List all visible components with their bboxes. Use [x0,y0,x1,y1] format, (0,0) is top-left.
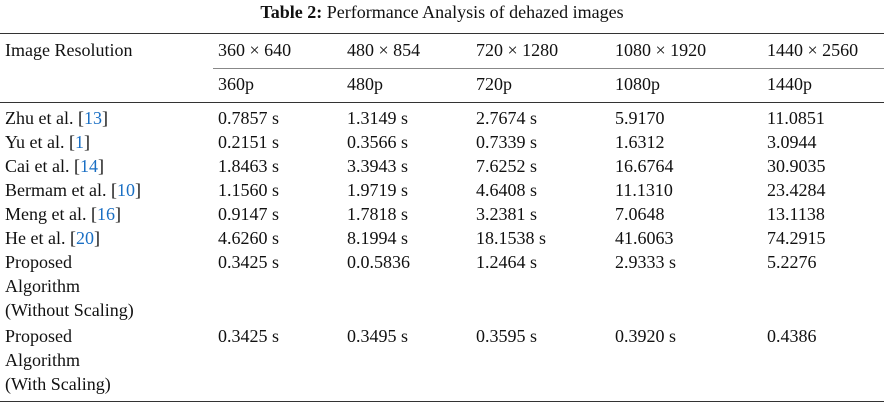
header-cell: 1080 × 1920 [615,40,707,60]
method-line: Algorithm [5,276,80,296]
value-cell: 0.3495 s [347,326,409,346]
header-rule [213,68,884,69]
value-cell: 0.3425 s [218,252,280,272]
citation: 14 [79,156,98,176]
value-cell: 1.7818 s [347,204,409,224]
header-cell: 360 × 640 [218,40,292,60]
method-name: Zhu et al. [ [5,108,84,128]
table-caption: Table 2: Performance Analysis of dehazed… [0,2,884,22]
method-line: Proposed [5,252,72,272]
method-cell: Yu et al. [1] [5,132,90,152]
header-bottom-rule [0,102,884,103]
method-cell: He et al. [20] [5,228,100,248]
method-name: Yu et al. [ [5,132,75,152]
value-cell: 3.2381 s [476,204,538,224]
value-cell: 1.2464 s [476,252,538,272]
method-cell: Cai et al. [14] [5,156,104,176]
value-cell: 1.9719 s [347,180,409,200]
bracket: ] [93,228,100,248]
method-line: (With Scaling) [5,374,111,394]
value-cell: 0.3920 s [615,326,677,346]
value-cell: 0.3595 s [476,326,538,346]
header-cell: Image Resolution [5,40,133,60]
value-cell: 13.1138 [767,204,825,224]
value-cell: 4.6408 s [476,180,538,200]
citation: 1 [74,132,84,152]
value-cell: 0.3425 s [218,326,280,346]
bracket: ] [97,156,104,176]
value-cell: 3.0944 [767,132,817,152]
value-cell: 4.6260 s [218,228,280,248]
citation: 10 [116,180,135,200]
method-line: Proposed [5,326,72,346]
subheader-cell: 720p [476,74,512,94]
value-cell: 7.0648 [615,204,665,224]
value-cell: 1.3149 s [347,108,409,128]
value-cell: 8.1994 s [347,228,409,248]
header-cell: 720 × 1280 [476,40,559,60]
citation: 13 [83,108,102,128]
value-cell: 1.6312 [615,132,665,152]
subheader-cell: 360p [218,74,254,94]
bracket: ] [134,180,141,200]
method-name: Meng et al. [ [5,204,97,224]
top-rule [0,33,884,34]
value-cell: 3.3943 s [347,156,409,176]
bracket: ] [114,204,121,224]
value-cell: 30.9035 [767,156,826,176]
value-cell: 0.2151 s [218,132,280,152]
value-cell: 1.1560 s [218,180,280,200]
method-line: Algorithm [5,350,80,370]
method-line: (Without Scaling) [5,300,134,320]
caption-label: Table 2: [260,2,323,22]
citation: 20 [75,228,94,248]
value-cell: 11.1310 [615,180,673,200]
value-cell: 74.2915 [767,228,826,248]
value-cell: 1.8463 s [218,156,280,176]
method-name: Bermam et al. [ [5,180,117,200]
subheader-cell: 480p [347,74,383,94]
header-cell: 1440 × 2560 [767,40,859,60]
value-cell: 0.7857 s [218,108,280,128]
value-cell: 41.6063 [615,228,674,248]
bracket: ] [83,132,90,152]
bottom-rule [0,401,884,402]
method-cell: Zhu et al. [13] [5,108,108,128]
value-cell: 7.6252 s [476,156,538,176]
value-cell: 5.2276 [767,252,817,272]
value-cell: 5.9170 [615,108,665,128]
value-cell: 0.9147 s [218,204,280,224]
value-cell: 0.7339 s [476,132,538,152]
value-cell: 0.0.5836 [347,252,410,272]
method-cell: Bermam et al. [10] [5,180,141,200]
value-cell: 11.0851 [767,108,825,128]
method-name: Cai et al. [ [5,156,80,176]
subheader-cell: 1080p [615,74,660,94]
value-cell: 0.4386 [767,326,817,346]
value-cell: 2.7674 s [476,108,538,128]
bracket: ] [101,108,108,128]
value-cell: 2.9333 s [615,252,677,272]
header-cell: 480 × 854 [347,40,421,60]
value-cell: 16.6764 [615,156,674,176]
subheader-cell: 1440p [767,74,812,94]
method-cell: Meng et al. [16] [5,204,121,224]
method-name: He et al. [ [5,228,76,248]
value-cell: 18.1538 s [476,228,547,248]
value-cell: 0.3566 s [347,132,409,152]
value-cell: 23.4284 [767,180,826,200]
citation: 16 [96,204,115,224]
caption-text: Performance Analysis of dehazed images [326,2,624,22]
